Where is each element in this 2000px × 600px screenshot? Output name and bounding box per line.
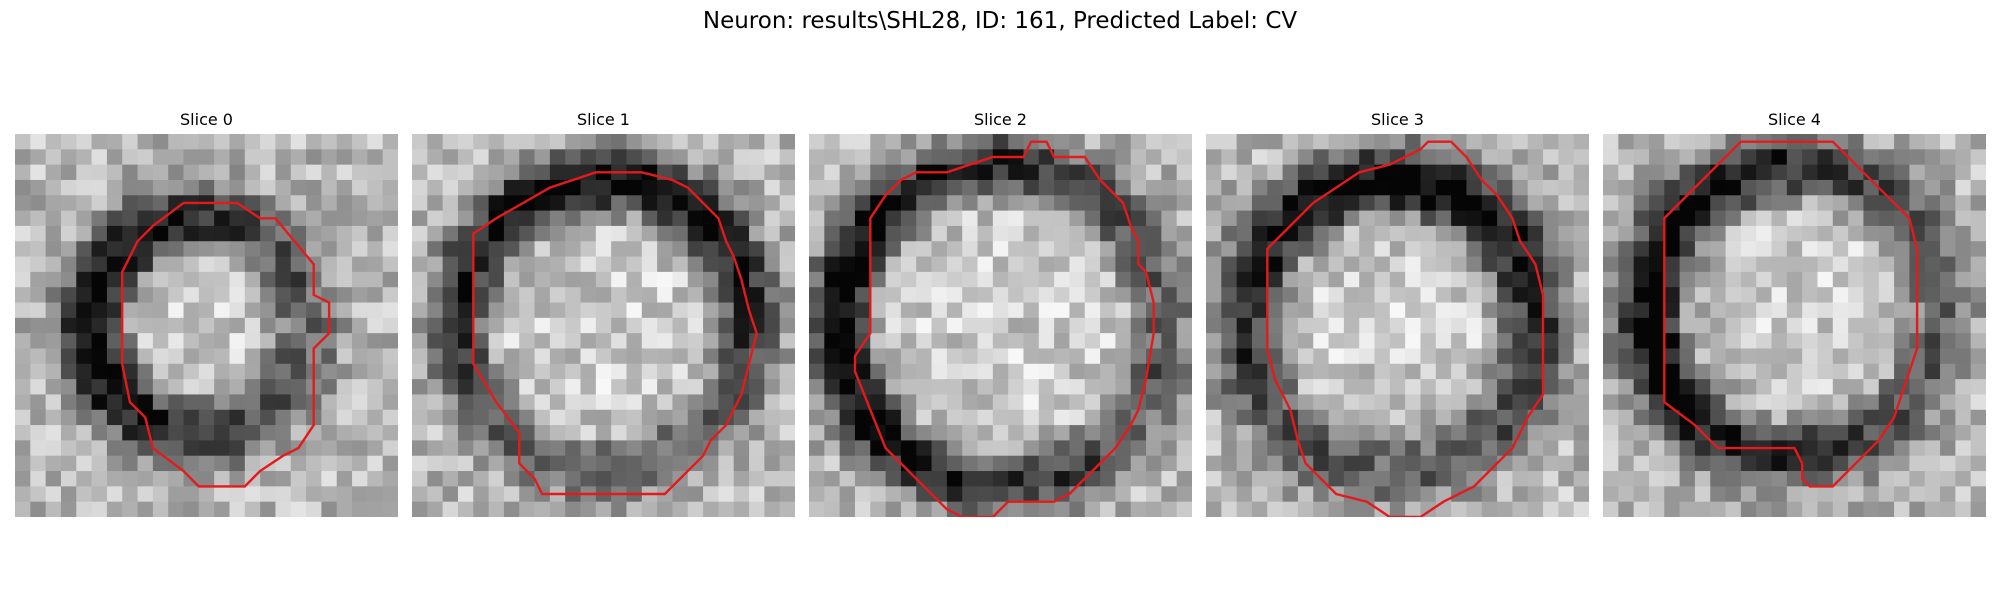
neuron-contour — [120, 201, 331, 488]
neuron-contour — [853, 140, 1155, 517]
slice-title: Slice 3 — [1371, 110, 1424, 129]
slice-title: Slice 4 — [1768, 110, 1821, 129]
slice-panel-0: Slice 0 — [15, 110, 398, 521]
slice-title: Slice 1 — [577, 110, 630, 129]
figure-title: Neuron: results\SHL28, ID: 161, Predicte… — [702, 8, 1298, 34]
slice-image — [1603, 134, 1986, 517]
slice-image — [15, 134, 398, 517]
slice-title: Slice 2 — [974, 110, 1027, 129]
slice-panel-2: Slice 2 — [809, 110, 1192, 521]
slice-panel-4: Slice 4 — [1603, 110, 1986, 521]
slice-panel-3: Slice 3 — [1206, 110, 1589, 521]
slice-image — [1206, 134, 1589, 517]
slice-image — [412, 134, 795, 517]
neuron-contour — [472, 171, 758, 496]
slice-panel-1: Slice 1 — [412, 110, 795, 521]
slice-image — [809, 134, 1192, 517]
neuron-contour — [1663, 140, 1919, 488]
slice-title: Slice 0 — [180, 110, 233, 129]
neuron-contour — [1266, 140, 1545, 517]
